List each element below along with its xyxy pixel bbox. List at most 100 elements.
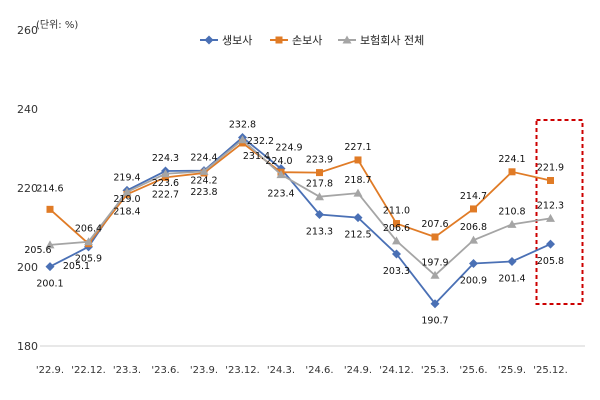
data-label: 231.4 [243, 151, 270, 162]
data-label: 205.1 [63, 261, 90, 272]
data-point-square [354, 156, 362, 164]
unit-label: (단위: %) [36, 18, 78, 31]
data-point-diamond [392, 249, 401, 259]
data-label: 206.4 [75, 224, 102, 235]
x-tick-label: '23.6. [151, 365, 179, 376]
data-label: 223.9 [306, 155, 333, 166]
data-point-triangle [45, 240, 55, 249]
data-point-triangle [276, 170, 286, 179]
series-line [49, 136, 551, 306]
data-label: 200.9 [460, 275, 487, 286]
data-point-diamond [204, 35, 214, 45]
data-label: 224.9 [275, 143, 302, 154]
legend-label: 보험회사 전체 [360, 34, 424, 47]
x-tick-label: '22.12. [71, 365, 106, 376]
y-tick-label: 180 [17, 340, 38, 353]
x-tick-label: '25.6. [459, 365, 487, 376]
x-tick-label: '24.12. [379, 365, 414, 376]
data-label: 214.7 [460, 191, 487, 202]
x-tick-label: '23.9. [190, 365, 218, 376]
data-label: 190.7 [421, 316, 448, 327]
data-point-diamond [546, 239, 555, 249]
data-point-triangle [342, 35, 352, 44]
series-line [49, 138, 551, 277]
x-tick-label: '23.3. [113, 365, 141, 376]
data-label: 221.9 [537, 162, 564, 173]
data-label: 200.1 [36, 279, 63, 290]
data-label: 224.1 [498, 154, 525, 165]
data-label: 219.0 [113, 194, 140, 205]
data-label: 206.8 [460, 222, 487, 233]
data-label: 201.4 [498, 273, 525, 284]
data-point-triangle [199, 166, 209, 175]
data-point-diamond [469, 258, 478, 268]
data-point-diamond [315, 209, 324, 219]
y-tick-label: 220 [17, 182, 38, 195]
data-label: 213.3 [306, 226, 333, 237]
x-tick-label: '25.3. [421, 365, 449, 376]
legend-label: 손보사 [292, 34, 322, 47]
highlight-box [535, 119, 584, 305]
data-label: 206.6 [383, 223, 410, 234]
data-label: 222.7 [152, 189, 179, 200]
data-label: 211.0 [383, 206, 410, 217]
x-tick-label: '24.6. [305, 365, 333, 376]
data-point-square [275, 36, 283, 44]
x-tick-label: '22.9. [36, 365, 64, 376]
data-label: 214.6 [36, 183, 63, 194]
data-point-triangle [546, 213, 555, 222]
data-point-triangle [238, 135, 247, 144]
data-label: 232.8 [229, 119, 256, 130]
data-point-triangle [353, 188, 363, 197]
data-label: 224.3 [152, 153, 179, 164]
data-label: 205.8 [537, 256, 564, 267]
data-point-square [470, 205, 477, 213]
legend-label: 생보사 [222, 34, 252, 47]
data-label: 224.4 [190, 153, 217, 164]
data-point-triangle [84, 237, 93, 246]
data-point-triangle [392, 236, 401, 245]
data-point-square [431, 233, 439, 241]
data-label: 223.8 [190, 187, 217, 198]
data-label: 223.6 [152, 178, 179, 189]
data-label: 232.2 [247, 136, 274, 147]
series-group [45, 132, 555, 309]
x-tick-label: '24.9. [344, 365, 372, 376]
data-point-triangle [507, 219, 517, 228]
data-label: 212.3 [537, 200, 564, 211]
data-label: 227.1 [344, 142, 371, 153]
data-label: 203.3 [383, 266, 410, 277]
data-label: 218.7 [344, 175, 371, 186]
data-label: 219.4 [113, 172, 140, 183]
x-tick-label: '25.9. [498, 365, 526, 376]
y-tick-label: 200 [17, 261, 38, 274]
data-point-diamond [507, 256, 517, 266]
data-label: 197.9 [421, 257, 448, 268]
data-label: 212.5 [344, 230, 371, 241]
data-point-square [393, 220, 400, 228]
data-label: 205.9 [75, 254, 102, 265]
data-label: 224.2 [190, 175, 217, 186]
data-point-square [508, 168, 516, 176]
data-point-triangle [315, 192, 324, 201]
data-point-square [316, 169, 323, 177]
y-tick-label: 260 [17, 24, 38, 37]
axes: 180 200 220 240 260 '22.9. '22.12. '23.3. '23.6.… [17, 24, 585, 376]
y-tick-label: 240 [17, 103, 38, 116]
data-point-square [162, 173, 169, 181]
data-point-square [547, 176, 554, 184]
data-point-diamond [430, 299, 440, 309]
data-label: 210.8 [498, 206, 525, 217]
data-label: 205.6 [24, 245, 51, 256]
data-label: 207.6 [421, 219, 448, 230]
x-tick-label: '25.12. [533, 365, 568, 376]
x-tick-label: '23.12. [225, 365, 260, 376]
data-point-triangle [430, 270, 440, 279]
data-point-triangle [122, 187, 132, 196]
series-line [49, 141, 551, 246]
data-point-diamond [353, 213, 363, 223]
highlight-rect [535, 119, 584, 305]
x-tick-label: '24.3. [267, 365, 295, 376]
